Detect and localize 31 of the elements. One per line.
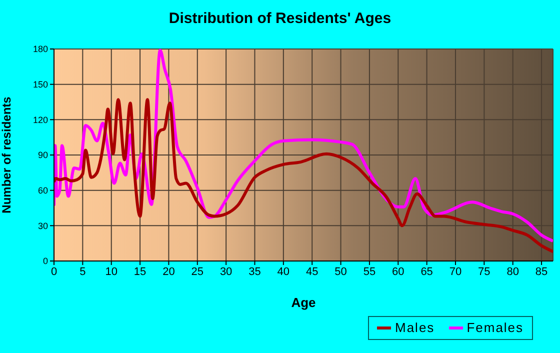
x-tick-label: 25 xyxy=(191,266,204,278)
y-tick-label: 180 xyxy=(32,44,48,54)
y-tick-label: 120 xyxy=(32,114,48,125)
x-tick-label: 80 xyxy=(506,266,519,278)
x-tick-label: 85 xyxy=(535,266,548,278)
line-series xyxy=(54,98,553,254)
y-tick-label: 30 xyxy=(38,220,48,231)
x-tick-label: 65 xyxy=(420,266,433,278)
x-tick-label: 10 xyxy=(105,266,118,278)
x-tick-label: 75 xyxy=(478,266,490,278)
x-tick-label: 40 xyxy=(277,266,290,278)
x-tick-label: 60 xyxy=(392,266,404,278)
y-tick-label: 60 xyxy=(38,186,48,196)
legend-label: Males xyxy=(395,319,435,337)
x-tick-label: 20 xyxy=(162,266,175,278)
x-axis-title: Age xyxy=(291,295,316,310)
y-tick-label: 150 xyxy=(32,80,48,90)
x-tick-label: 55 xyxy=(363,266,376,278)
x-tick-label: 45 xyxy=(306,266,318,278)
x-tick-label: 70 xyxy=(449,266,462,278)
y-tick-label: 0 xyxy=(42,256,48,266)
x-tick-label: 15 xyxy=(134,266,146,278)
y-tick-label: 90 xyxy=(38,150,48,160)
x-tick-label: 35 xyxy=(248,266,261,278)
x-tick-label: 30 xyxy=(220,266,232,278)
chart-title: Distribution of Residents' Ages xyxy=(168,10,392,27)
x-tick-label: 0 xyxy=(50,266,58,278)
x-tick-label: 5 xyxy=(80,266,86,278)
y-axis-title: Number of residents xyxy=(0,96,14,214)
legend-label: Females xyxy=(466,319,524,337)
x-tick-label: 50 xyxy=(334,266,347,278)
